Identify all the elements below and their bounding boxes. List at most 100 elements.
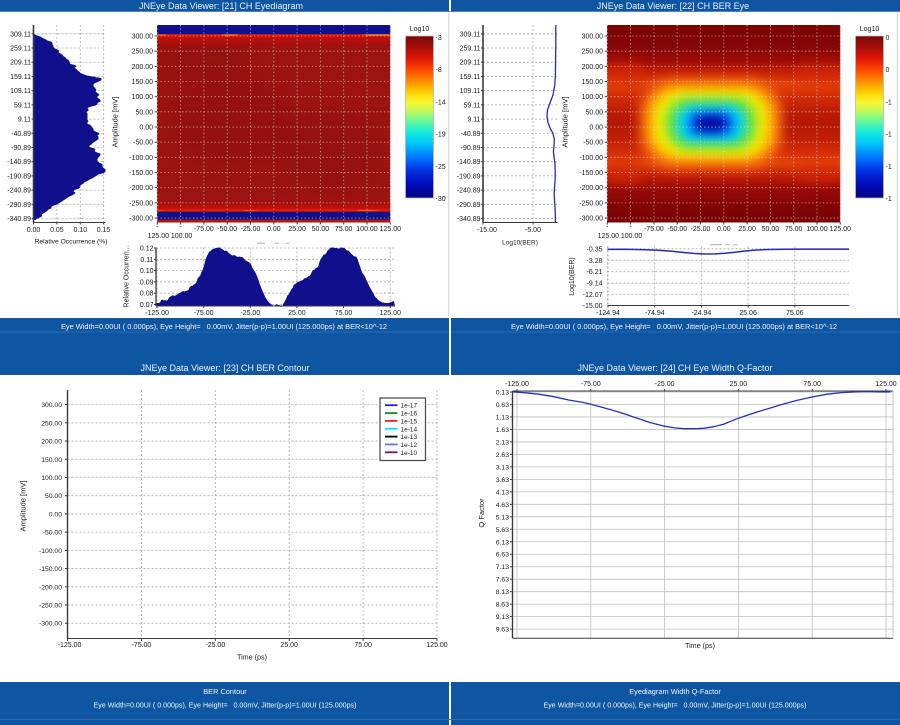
svg-text:125.00: 125.00 [598,233,620,240]
svg-text:-8: -8 [436,67,442,74]
svg-text:Eye Width=0.00UI ( 0.000ps), E: Eye Width=0.00UI ( 0.000ps), Eye Height=… [94,702,357,710]
svg-text:-125.00: -125.00 [145,310,169,317]
svg-text:-50.00: -50.00 [667,226,687,233]
svg-text:Eye Width=0.00UI ( 0.000ps), E: Eye Width=0.00UI ( 0.000ps), Eye Height=… [61,322,387,331]
svg-text:0.00: 0.00 [49,511,62,518]
svg-text:-19: -19 [436,132,446,139]
svg-text:3.13: 3.13 [496,464,509,471]
svg-text:-40.89: -40.89 [461,131,481,138]
svg-text:-3: -3 [436,35,442,42]
svg-text:0.10: 0.10 [140,268,154,275]
svg-text:159.11: 159.11 [460,74,481,81]
svg-text:0.05: 0.05 [50,227,64,234]
svg-text:-5.00: -5.00 [525,227,541,234]
svg-text:-25.00: -25.00 [240,310,260,317]
svg-text:3.63: 3.63 [496,477,509,484]
svg-text:-290.89: -290.89 [457,202,481,209]
svg-text:-75.00: -75.00 [194,310,214,317]
svg-text:-190.89: -190.89 [7,173,31,180]
svg-text:75.00: 75.00 [803,381,821,388]
svg-text:-50.00: -50.00 [43,530,62,537]
svg-text:25.06: 25.06 [739,310,757,317]
svg-text:125.00: 125.00 [875,381,897,388]
svg-text:0.00: 0.00 [589,125,603,132]
svg-text:Amplitude [mV]: Amplitude [mV] [19,481,28,532]
svg-text:75.06: 75.06 [786,310,804,317]
svg-text:0.07: 0.07 [140,302,154,309]
svg-text:25.00: 25.00 [288,226,306,233]
svg-text:25.00: 25.00 [730,381,748,388]
svg-text:100.00: 100.00 [806,226,828,233]
svg-text:0.09: 0.09 [140,279,154,286]
svg-text:209.11: 209.11 [10,60,31,67]
svg-text:-25: -25 [436,164,446,171]
svg-text:8.63: 8.63 [496,602,509,609]
svg-text:259.11: 259.11 [460,46,481,53]
svg-text:0.08: 0.08 [140,291,154,298]
svg-text:-25.00: -25.00 [655,381,675,388]
svg-text:Log10(BER): Log10(BER) [569,257,576,296]
svg-text:59.11: 59.11 [14,102,31,109]
svg-text:159.11: 159.11 [10,74,31,81]
svg-text:0: 0 [886,35,890,42]
svg-text:-74.94: -74.94 [645,310,665,317]
svg-text:50.00: 50.00 [312,226,330,233]
svg-text:Eyediagram Width Q-Factor: Eyediagram Width Q-Factor [629,687,721,696]
svg-text:1e-16: 1e-16 [401,411,418,418]
svg-text:25.00: 25.00 [738,226,756,233]
svg-text:25.00: 25.00 [280,642,298,649]
svg-text:-15.00: -15.00 [477,227,497,234]
svg-text:BER Contour: BER Contour [203,687,247,696]
svg-text:5.13: 5.13 [496,514,509,521]
svg-text:-150.00: -150.00 [129,170,153,177]
svg-text:250.00: 250.00 [582,49,604,56]
svg-text:100.00: 100.00 [356,226,378,233]
svg-text:0.00: 0.00 [27,227,41,234]
svg-text:-50.00: -50.00 [217,226,237,233]
svg-text:Time (ps): Time (ps) [685,641,715,650]
svg-text:75.00: 75.00 [335,226,353,233]
svg-text:1e-10: 1e-10 [401,450,418,457]
svg-text:1e-13: 1e-13 [401,434,418,441]
svg-text:-24.94: -24.94 [691,310,711,317]
svg-text:125.00: 125.00 [426,642,448,649]
svg-text:-14: -14 [436,99,446,106]
svg-text:250.00: 250.00 [41,420,62,427]
svg-text:-100.00: -100.00 [129,155,153,162]
svg-text:-25.00: -25.00 [241,226,261,233]
svg-text:-1: -1 [886,132,892,139]
svg-text:75.00: 75.00 [354,642,372,649]
svg-text:50.00: 50.00 [585,109,603,116]
svg-text:100.00: 100.00 [41,475,62,482]
svg-text:-30: -30 [436,196,446,203]
svg-text:-100.00: -100.00 [39,548,62,555]
svg-text:150.00: 150.00 [41,457,62,464]
svg-text:9.11: 9.11 [18,117,31,124]
svg-text:100.00: 100.00 [621,233,643,240]
svg-text:-200.00: -200.00 [579,185,603,192]
svg-text:1e-17: 1e-17 [401,403,418,410]
svg-text:25.00: 25.00 [288,310,306,317]
svg-text:8.13: 8.13 [496,589,509,596]
svg-text:Relative Occurrence (%): Relative Occurrence (%) [35,239,108,246]
svg-text:0.00: 0.00 [139,125,153,132]
svg-text:-140.89: -140.89 [7,159,31,166]
svg-text:-0.35: -0.35 [587,246,603,253]
svg-text:250.00: 250.00 [132,49,154,56]
svg-text:1e-14: 1e-14 [401,426,418,433]
svg-text:125.00: 125.00 [148,233,170,240]
svg-text:-125.00: -125.00 [58,642,82,649]
svg-text:1.13: 1.13 [496,414,509,421]
svg-text:-250.00: -250.00 [579,200,603,207]
svg-text:9.11: 9.11 [467,117,480,124]
svg-text:-75.00: -75.00 [194,226,214,233]
svg-text:300.00: 300.00 [132,34,154,41]
svg-text:0.13: 0.13 [496,390,509,397]
svg-text:125.00: 125.00 [380,226,402,233]
svg-text:50.00: 50.00 [135,109,153,116]
svg-text:9.13: 9.13 [496,614,509,621]
svg-text:0.00: 0.00 [717,226,731,233]
svg-text:-100.00: -100.00 [579,155,603,162]
svg-text:-300.00: -300.00 [129,216,153,223]
svg-text:200.00: 200.00 [582,64,604,71]
